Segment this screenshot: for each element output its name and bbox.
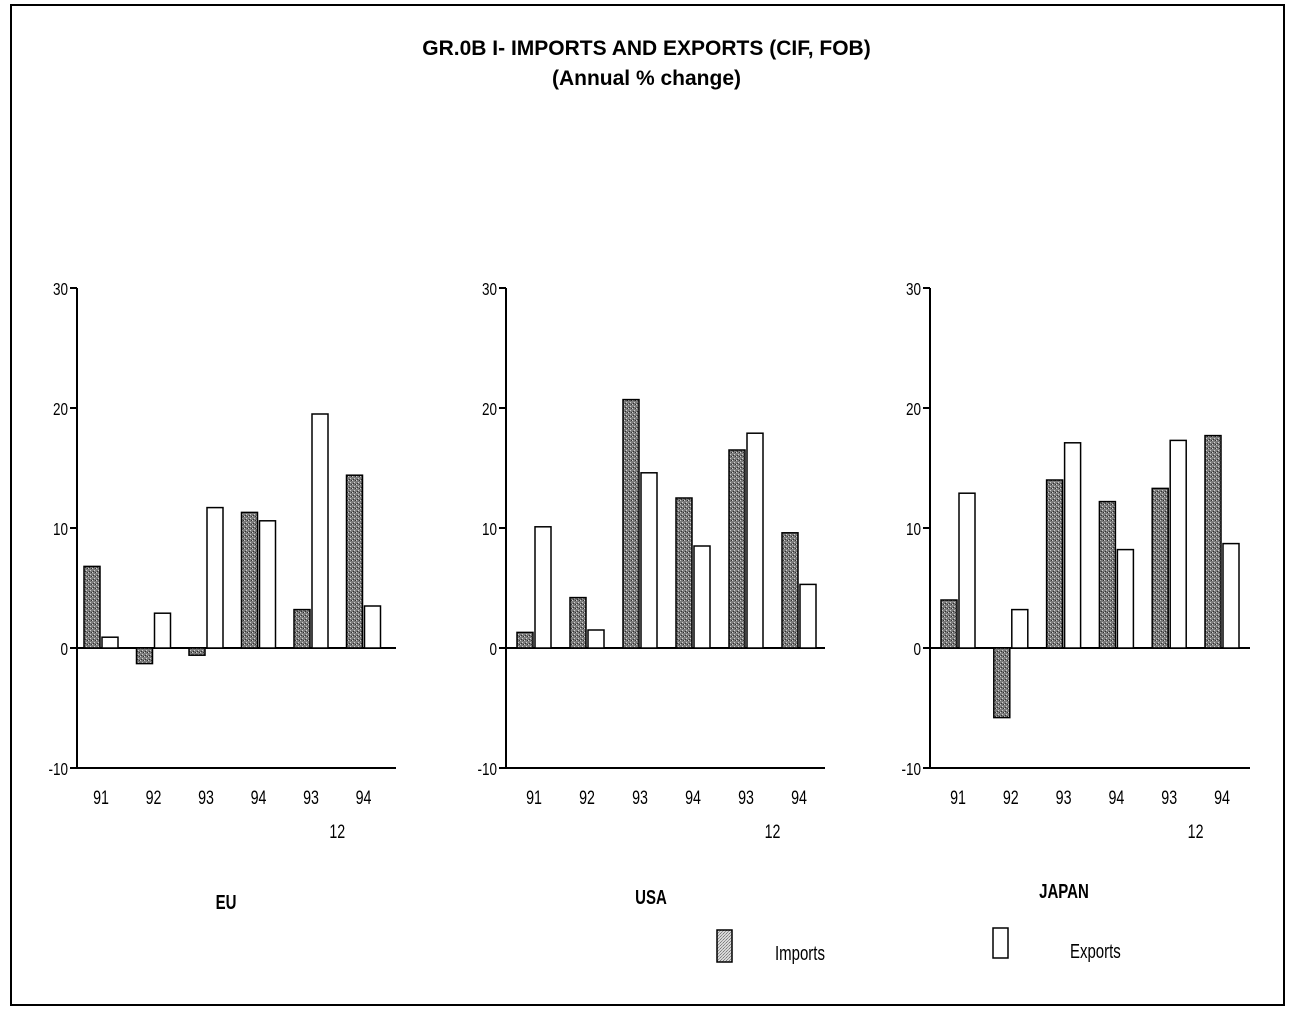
y-tick-label: -10 [478,760,498,779]
y-tick-label: 10 [53,520,68,539]
bar-imports-japan-4 [1151,487,1169,649]
bar-imports-usa-5 [781,532,799,649]
bar-exports-eu-4 [311,413,329,649]
category-sublabel: 12 [1188,821,1204,842]
chart-subtitle: (Annual % change) [551,67,741,90]
bar-imports-usa-4 [728,449,746,649]
chart-title: GR.0B I- IMPORTS AND EXPORTS (CIF, FOB) [422,37,871,60]
category-label: 92 [146,787,162,808]
chart-frame [10,4,1285,1006]
bar-imports-usa-1 [569,596,587,649]
category-label: 94 [356,787,372,808]
category-label: 91 [93,787,109,808]
category-label: 93 [303,787,319,808]
bar-exports-usa-5 [799,583,817,649]
category-label: 94 [1108,787,1124,808]
bar-imports-japan-5 [1204,434,1222,649]
bar-exports-usa-0 [534,526,552,649]
category-label: 93 [1161,787,1177,808]
bar-imports-japan-0 [940,599,958,649]
bar-imports-usa-0 [516,631,534,649]
category-label: 93 [632,787,648,808]
category-label: 91 [526,787,542,808]
category-sublabel: 12 [329,821,345,842]
bar-exports-eu-0 [101,636,119,649]
bar-exports-eu-5 [363,605,382,649]
y-tick-label: -10 [902,760,922,779]
bar-exports-eu-2 [206,506,224,649]
bar-exports-usa-3 [693,545,711,649]
category-sublabel: 12 [765,821,781,842]
bar-imports-eu-1 [135,647,154,665]
bar-imports-japan-3 [1098,500,1117,649]
panel-label-eu: EU [216,891,237,914]
y-tick-label: 10 [482,520,497,539]
y-tick-label: -10 [49,760,69,779]
y-tick-label: 0 [913,640,921,659]
bar-exports-japan-0 [958,492,976,649]
bar-exports-eu-1 [153,612,172,649]
y-tick-label: 20 [906,400,921,419]
bar-imports-japan-1 [993,647,1011,719]
y-tick-label: 0 [489,640,497,659]
category-label: 93 [198,787,214,808]
category-label: 92 [1003,787,1019,808]
bar-exports-japan-4 [1169,439,1187,649]
legend-imports-swatch [716,929,733,963]
panel-label-japan: JAPAN [1039,880,1089,903]
y-tick-label: 20 [482,400,497,419]
legend-exports-label: Exports [1070,940,1121,963]
bar-imports-eu-5 [345,474,364,649]
bar-imports-eu-0 [83,565,101,649]
category-label: 93 [738,787,754,808]
bar-exports-usa-2 [640,472,658,649]
y-tick-label: 30 [906,280,921,299]
category-label: 92 [579,787,595,808]
bar-exports-japan-2 [1063,442,1082,649]
bar-imports-eu-2 [188,647,206,656]
category-label: 94 [685,787,701,808]
y-tick-label: 10 [906,520,921,539]
bar-imports-usa-3 [675,497,693,649]
category-label: 94 [1214,787,1230,808]
legend-exports-swatch [992,927,1009,959]
category-label: 91 [950,787,966,808]
legend-imports-label: Imports [775,942,825,965]
bar-imports-eu-4 [293,608,311,649]
bar-exports-japan-1 [1011,608,1029,649]
category-label: 94 [791,787,807,808]
category-label: 94 [251,787,267,808]
panel-label-usa: USA [635,886,667,909]
bar-exports-japan-5 [1222,542,1240,649]
y-tick-label: 20 [53,400,68,419]
bar-exports-usa-4 [746,432,764,649]
y-tick-label: 0 [60,640,68,659]
bar-imports-usa-2 [622,398,640,649]
category-label: 93 [1056,787,1072,808]
bar-exports-japan-3 [1116,548,1135,649]
bar-imports-eu-3 [240,511,259,649]
y-tick-label: 30 [482,280,497,299]
y-tick-label: 30 [53,280,68,299]
bar-exports-eu-3 [258,520,277,649]
bar-imports-japan-2 [1045,479,1064,649]
bar-exports-usa-1 [587,629,605,649]
